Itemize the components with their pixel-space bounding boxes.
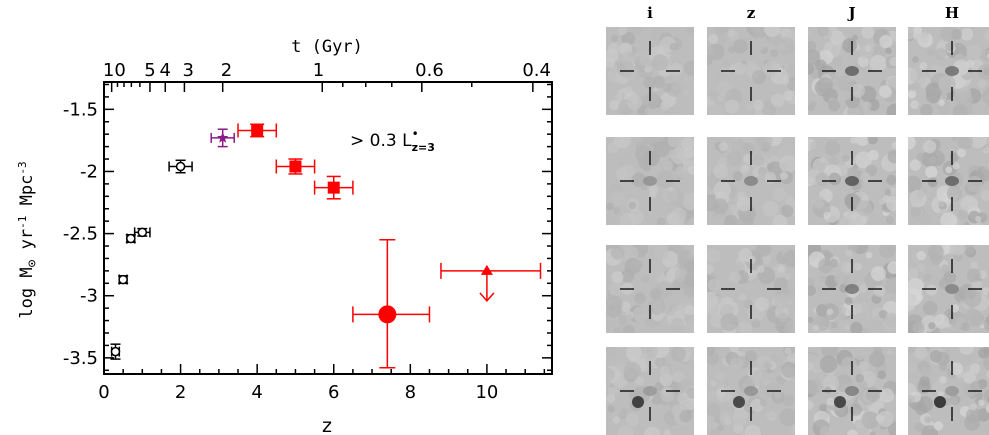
image-stamp — [707, 27, 795, 115]
image-stamp — [808, 137, 896, 225]
x-axis-label: z — [322, 415, 332, 434]
image-stamp — [707, 245, 795, 333]
marker — [127, 235, 135, 243]
y-axis-label: log M⊙ yr-1 Mpc-3 — [16, 161, 40, 318]
data-point — [238, 123, 276, 137]
image-stamp — [606, 245, 694, 333]
y-tick-label: -3.5 — [63, 348, 98, 369]
marker — [111, 348, 119, 356]
stamp-column-label: z — [707, 4, 795, 22]
image-stamp — [808, 347, 896, 435]
x-tick-label: 6 — [328, 382, 339, 403]
data-point — [135, 227, 150, 237]
data-point — [441, 263, 541, 301]
image-stamp — [908, 137, 989, 225]
x-tick-label: 0 — [98, 382, 109, 403]
stamp-column-label: H — [908, 4, 989, 22]
marker — [328, 182, 340, 194]
y-tick-label: -1.5 — [63, 99, 98, 120]
luminosity-annotation: > 0.3 L•z=3 — [350, 127, 435, 154]
top-tick-label: 0.4 — [522, 60, 551, 81]
data-point — [110, 344, 120, 359]
data-point — [118, 275, 128, 285]
top-tick-label: 0.6 — [415, 60, 444, 81]
image-stamp — [606, 137, 694, 225]
y-tick-label: -2.5 — [63, 224, 98, 245]
plot-frame — [104, 82, 552, 374]
data-point — [353, 240, 430, 368]
marker — [378, 305, 396, 323]
image-stamp — [808, 27, 896, 115]
marker — [251, 124, 263, 136]
data-point — [211, 129, 234, 146]
image-stamp — [908, 27, 989, 115]
data-points — [110, 123, 540, 367]
top-tick-label: 1 — [313, 60, 324, 81]
data-point — [315, 176, 353, 198]
top-tick-label: 5 — [144, 60, 155, 81]
top-tick-label: 3 — [183, 60, 194, 81]
image-stamp — [606, 27, 694, 115]
image-stamp — [908, 245, 989, 333]
marker — [289, 160, 301, 172]
marker — [138, 228, 146, 236]
x-tick-label: 10 — [475, 382, 498, 403]
marker — [177, 162, 185, 170]
y-tick-label: -3 — [80, 286, 98, 307]
stamp-column-label: J — [808, 4, 896, 22]
image-stamp — [606, 347, 694, 435]
image-stamp — [707, 137, 795, 225]
marker — [119, 276, 127, 284]
image-stamp — [707, 347, 795, 435]
data-point — [169, 160, 192, 172]
data-point — [276, 159, 314, 174]
image-stamp — [908, 347, 989, 435]
x-tick-label: 4 — [251, 382, 262, 403]
top-axis-label: t (Gyr) — [291, 37, 363, 57]
stamp-column-label: i — [606, 4, 694, 22]
top-tick-label: 10 — [103, 60, 126, 81]
top-tick-label: 4 — [160, 60, 171, 81]
x-tick-label: 2 — [175, 382, 186, 403]
image-stamp — [808, 245, 896, 333]
y-tick-label: -2 — [80, 161, 98, 182]
x-tick-label: 8 — [405, 382, 416, 403]
top-tick-label: 2 — [221, 60, 232, 81]
